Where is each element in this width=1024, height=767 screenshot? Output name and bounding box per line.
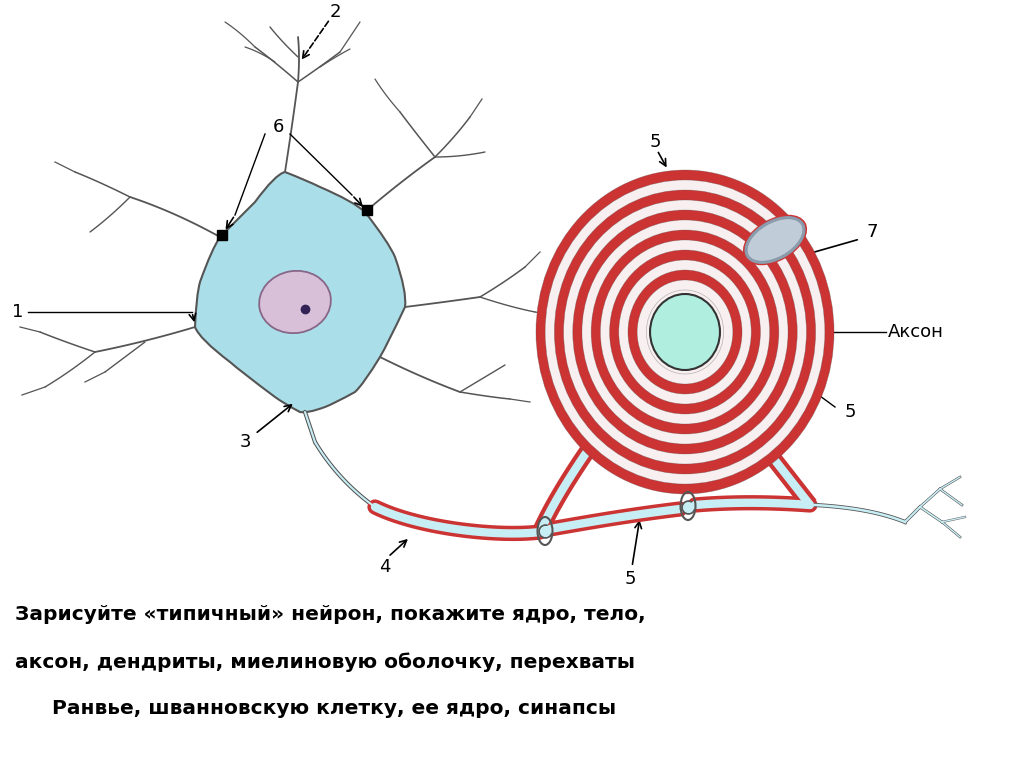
PathPatch shape	[195, 172, 406, 413]
Ellipse shape	[743, 215, 807, 265]
Text: 4: 4	[379, 558, 391, 576]
Text: 3: 3	[240, 433, 251, 451]
Text: 5: 5	[625, 570, 636, 588]
Text: аксон, дендриты, миелиновую оболочку, перехваты: аксон, дендриты, миелиновую оболочку, пе…	[15, 652, 635, 672]
Ellipse shape	[628, 270, 742, 394]
Text: 5: 5	[649, 133, 660, 151]
Ellipse shape	[554, 190, 816, 474]
Ellipse shape	[746, 219, 803, 262]
Ellipse shape	[536, 170, 834, 494]
Ellipse shape	[545, 180, 825, 484]
Text: 5: 5	[844, 403, 856, 421]
Text: 2: 2	[330, 3, 341, 21]
Text: Ранвье, шванновскую клетку, ее ядро, синапсы: Ранвье, шванновскую клетку, ее ядро, син…	[45, 700, 616, 719]
Ellipse shape	[591, 230, 779, 434]
Ellipse shape	[582, 220, 788, 444]
Text: 7: 7	[866, 223, 878, 241]
Text: 6: 6	[272, 118, 284, 136]
Text: 1: 1	[12, 303, 24, 321]
Ellipse shape	[609, 250, 761, 414]
Ellipse shape	[259, 271, 331, 333]
Text: Зарисуйте «типичный» нейрон, покажите ядро, тело,: Зарисуйте «типичный» нейрон, покажите яд…	[15, 605, 645, 624]
Ellipse shape	[600, 240, 770, 424]
Ellipse shape	[618, 260, 752, 404]
Ellipse shape	[745, 217, 805, 263]
Ellipse shape	[637, 280, 733, 384]
Text: Аксон: Аксон	[888, 323, 944, 341]
Ellipse shape	[650, 294, 720, 370]
Ellipse shape	[572, 210, 798, 454]
Ellipse shape	[563, 200, 807, 464]
